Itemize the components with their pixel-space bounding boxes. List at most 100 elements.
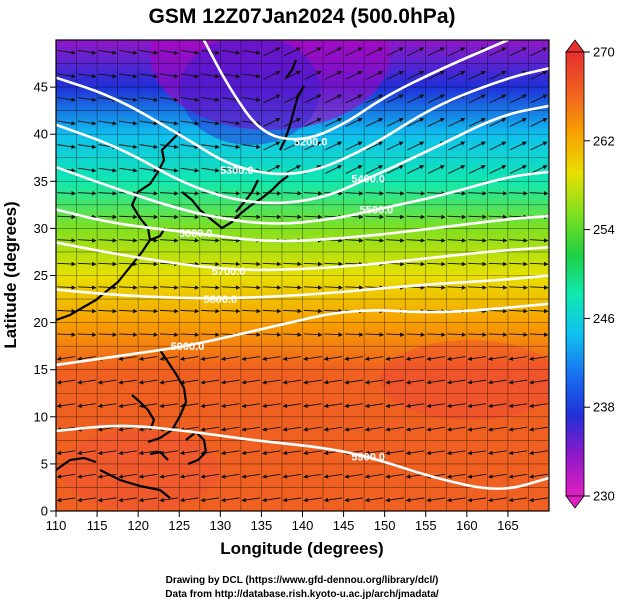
wind-arrow <box>529 285 549 290</box>
colorbar-tick-label: 230 <box>593 489 615 504</box>
wind-arrow <box>529 332 549 337</box>
wind-arrow <box>345 141 363 151</box>
wind-arrow <box>139 144 159 149</box>
wind-arrow <box>200 473 220 479</box>
wind-arrow <box>508 379 528 385</box>
wind-arrow <box>57 73 76 79</box>
wind-arrow <box>488 356 507 361</box>
wind-arrow <box>529 261 549 267</box>
wind-arrow <box>118 403 137 409</box>
wind-arrow <box>364 356 384 361</box>
wind-arrow <box>323 497 343 503</box>
wind-arrow <box>509 141 527 151</box>
wind-arrow <box>180 144 200 149</box>
wind-arrow <box>159 473 178 479</box>
wind-arrow <box>262 261 282 267</box>
wind-arrow <box>407 71 425 80</box>
plot-area: 5200.0 5300.0 5400.0 5500.0 5600.0 5700.0 5800… <box>55 39 550 512</box>
wind-arrow <box>344 356 363 361</box>
wind-arrow <box>242 285 261 290</box>
wind-arrow <box>344 473 363 479</box>
wind-arrow <box>427 285 446 290</box>
wind-arrow <box>407 47 425 57</box>
wind-arrow <box>446 426 466 432</box>
wind-arrow <box>77 191 97 196</box>
wind-arrow <box>160 167 179 173</box>
wind-arrow <box>345 71 363 80</box>
wind-arrow <box>407 141 425 151</box>
wind-arrow <box>241 403 261 409</box>
wind-arrow <box>263 118 281 127</box>
wind-arrow <box>467 403 487 409</box>
wind-arrow <box>385 450 404 456</box>
wind-arrow <box>364 450 384 456</box>
wind-arrow <box>180 49 200 55</box>
wind-arrow <box>118 285 138 290</box>
wind-arrow <box>325 118 343 127</box>
wind-arrow <box>138 356 158 361</box>
wind-arrow <box>118 73 138 79</box>
wind-arrow <box>303 426 322 432</box>
y-tick-label: 20 <box>34 315 48 330</box>
wind-arrow <box>283 332 302 337</box>
wind-arrow <box>405 403 425 409</box>
height-contour-5900 <box>56 302 549 367</box>
wind-arrow <box>446 356 466 361</box>
wind-arrow <box>118 379 137 385</box>
wind-arrow <box>468 94 486 104</box>
wind-arrow <box>325 71 343 80</box>
wind-arrow <box>386 47 404 57</box>
wind-arrow <box>468 141 486 151</box>
wind-arrow <box>221 73 241 79</box>
wind-arrow <box>488 473 507 479</box>
wind-arrow <box>138 450 158 456</box>
contour-label: 5200.0 <box>294 137 328 149</box>
wind-arrow <box>508 426 528 432</box>
wind-arrow <box>57 238 77 243</box>
wind-arrow <box>77 473 96 479</box>
wind-arrow <box>241 473 261 479</box>
wind-arrow <box>405 450 425 456</box>
wind-arrow <box>467 356 487 361</box>
wind-arrow <box>405 426 425 432</box>
height-contours <box>56 40 549 490</box>
wind-arrow <box>366 47 384 57</box>
wind-arrow <box>282 403 302 409</box>
contour-labels: 5200.0 5300.0 5400.0 5500.0 5600.0 5700.0 5800… <box>171 137 394 464</box>
wind-arrow <box>407 165 425 174</box>
wind-arrow <box>98 308 118 314</box>
wind-arrow <box>262 379 281 385</box>
wind-arrow <box>529 238 549 243</box>
wind-arrow <box>263 94 281 104</box>
wind-arrow <box>220 403 240 409</box>
wind-arrow <box>262 214 282 220</box>
wind-arrow <box>180 332 200 337</box>
wind-arrow <box>427 118 445 127</box>
wind-arrow <box>97 379 117 385</box>
wind-arrow <box>325 141 343 151</box>
wind-arrow <box>406 238 426 243</box>
wind-arrow <box>77 285 97 290</box>
wind-arrow <box>325 165 343 174</box>
wind-arrow <box>283 308 302 314</box>
wind-arrow <box>263 47 281 57</box>
wind-arrow <box>303 261 323 267</box>
wind-arrow <box>139 238 159 243</box>
wind-arrow <box>221 238 241 243</box>
wind-arrow <box>365 191 385 196</box>
wind-arrow <box>488 332 508 337</box>
wind-arrow <box>304 47 322 57</box>
wind-arrow <box>97 450 117 456</box>
wind-arrow <box>180 214 200 220</box>
wind-arrow <box>180 308 200 314</box>
contour-label: 5800.0 <box>204 294 238 306</box>
wind-arrow <box>509 191 528 196</box>
wind-arrow <box>179 426 199 432</box>
wind-arrow <box>406 191 426 196</box>
wind-arrow <box>426 356 445 361</box>
wind-arrow <box>283 118 302 127</box>
wind-arrow <box>220 497 240 503</box>
wind-arrow <box>118 261 138 267</box>
wind-arrow <box>529 191 549 196</box>
wind-arrow <box>242 214 261 220</box>
